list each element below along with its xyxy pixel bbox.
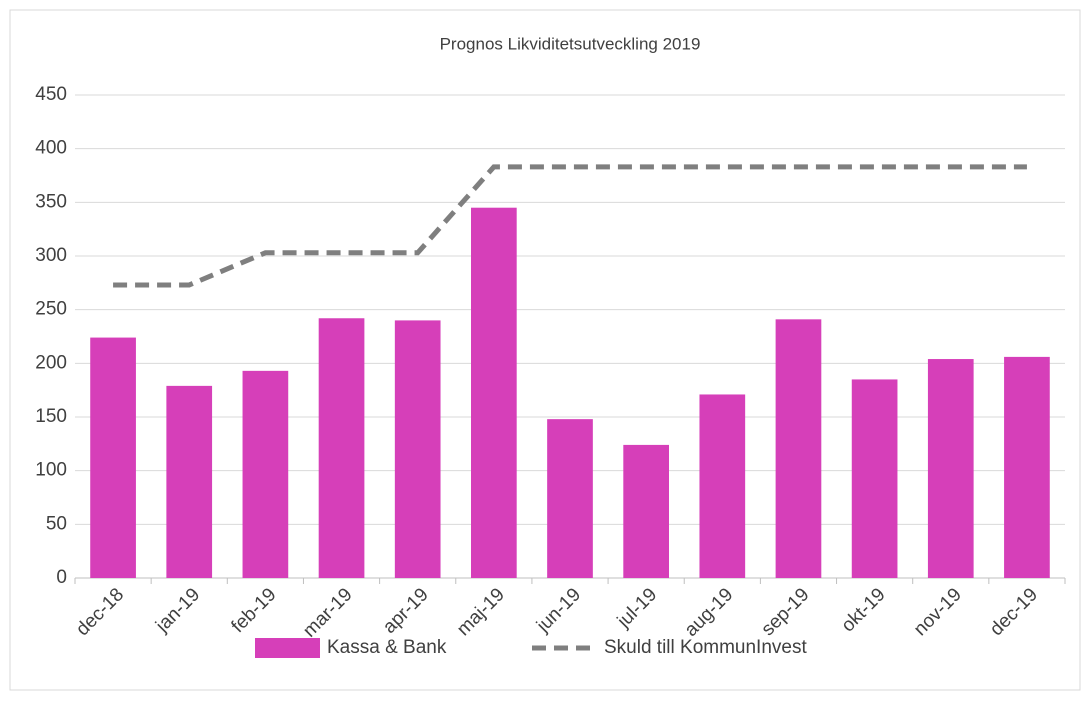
bar xyxy=(394,320,441,578)
y-tick-label: 400 xyxy=(35,138,67,159)
line xyxy=(113,164,1027,288)
bar xyxy=(623,444,669,578)
bar xyxy=(699,394,746,578)
bar xyxy=(775,319,822,578)
bar xyxy=(166,385,213,578)
legend-label: Skuld till KommunInvest xyxy=(604,637,807,658)
y-tick-label: 250 xyxy=(35,299,67,320)
bar xyxy=(242,370,289,578)
y-tick-label: 100 xyxy=(35,460,67,481)
y-tick-label: 350 xyxy=(35,191,67,212)
bar xyxy=(851,379,898,578)
bar xyxy=(471,207,517,578)
y-tick-label: 200 xyxy=(35,352,67,373)
bar xyxy=(90,337,136,578)
legend-swatch xyxy=(255,638,320,658)
bar xyxy=(1004,356,1050,578)
bar xyxy=(318,318,365,578)
bar xyxy=(547,419,593,578)
y-tick-label: 450 xyxy=(35,84,67,105)
y-tick-label: 0 xyxy=(56,567,67,588)
y-tick-label: 300 xyxy=(35,245,67,266)
y-tick-label: 150 xyxy=(35,406,67,427)
y-tick-label: 50 xyxy=(46,513,67,534)
bar xyxy=(927,359,974,578)
chart-title: Prognos Likviditetsutveckling 2019 xyxy=(440,34,701,53)
legend-label: Kassa & Bank xyxy=(327,637,447,658)
chart-frame xyxy=(9,9,1081,691)
